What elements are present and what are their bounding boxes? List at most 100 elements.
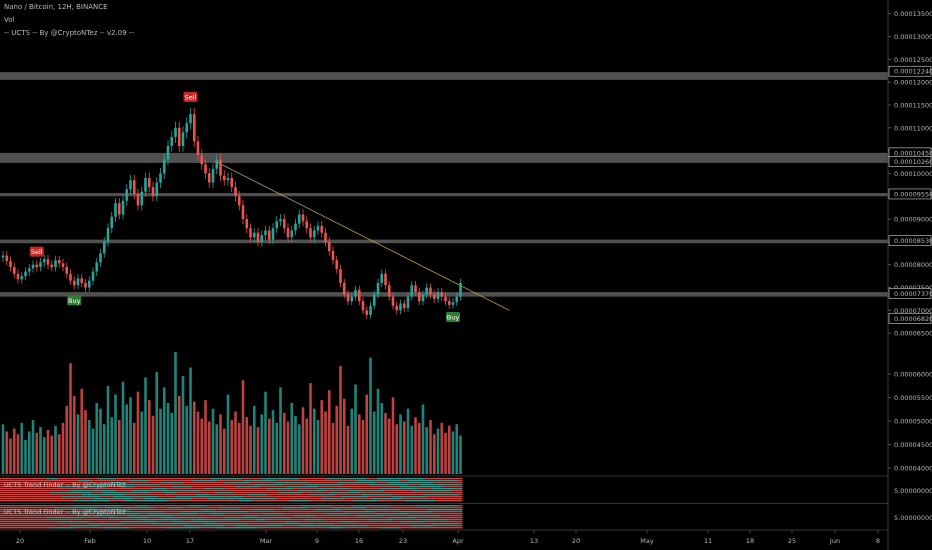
volume-bar xyxy=(252,405,256,474)
trend-stripe xyxy=(305,519,325,521)
trend-stripe xyxy=(183,525,224,527)
trend-stripe xyxy=(286,486,318,488)
candle-body xyxy=(117,203,121,215)
trend-stripe xyxy=(238,500,252,502)
candle-body xyxy=(121,200,125,215)
trend-stripe xyxy=(0,484,463,486)
y-tick-label: 0.00010000 xyxy=(894,170,932,178)
volume-bar xyxy=(159,408,162,474)
trend-stripe xyxy=(242,515,258,517)
trend-stripe xyxy=(0,488,463,490)
candle-body xyxy=(155,182,159,197)
trend-stripe xyxy=(337,482,376,484)
x-tick-label: 10 xyxy=(143,537,151,545)
trend-stripe xyxy=(368,484,409,486)
candle-body xyxy=(129,180,132,190)
trend-stripe xyxy=(203,488,226,490)
candle-body xyxy=(335,260,339,270)
volume-bar xyxy=(117,420,121,474)
candle-body xyxy=(264,230,267,236)
x-tick-label: 9 xyxy=(315,537,319,545)
candle-body xyxy=(114,203,117,217)
candle-body xyxy=(230,177,234,188)
trend-stripe xyxy=(0,500,463,502)
trend-stripe xyxy=(203,523,249,525)
volume-bar xyxy=(65,405,69,474)
candle-body xyxy=(46,259,50,265)
volume-bar xyxy=(204,400,207,474)
candle-body xyxy=(372,294,376,306)
y-tick-label: 0.00012500 xyxy=(894,56,932,64)
volume-bar xyxy=(177,395,181,474)
trend-stripe xyxy=(234,486,259,488)
candle-body xyxy=(399,303,402,311)
y-tick-label: 0.00013000 xyxy=(894,33,932,41)
candle-body xyxy=(5,255,9,262)
trend-stripe xyxy=(400,486,443,488)
trend-stripe xyxy=(301,505,332,507)
candle-body xyxy=(50,264,54,267)
trend-stripe xyxy=(183,490,201,492)
volume-bar xyxy=(181,376,185,474)
volume-bar xyxy=(455,424,459,474)
candle-body xyxy=(309,228,312,238)
trend-stripe xyxy=(219,507,241,509)
volume-bar xyxy=(35,432,39,474)
indicator-value: 5.00000000 xyxy=(894,514,932,522)
volume-label: Vol xyxy=(4,16,15,24)
trend-stripe xyxy=(325,513,350,515)
volume-bar xyxy=(192,401,196,474)
candle-body xyxy=(282,219,286,229)
candle-body xyxy=(12,266,16,274)
trend-stripe xyxy=(179,511,231,513)
volume-bar xyxy=(110,417,114,474)
trend-stripe xyxy=(109,517,149,519)
trend-stripe xyxy=(0,490,463,492)
candle-body xyxy=(440,292,444,297)
volume-bar xyxy=(279,387,282,474)
trend-stripe xyxy=(124,500,167,502)
candle-body xyxy=(327,241,331,252)
trend-stripe xyxy=(348,525,367,527)
candle-body xyxy=(159,173,162,183)
candle-body xyxy=(414,285,417,293)
trend-stripe xyxy=(85,509,131,511)
candle-body xyxy=(421,294,425,302)
trend-stripe xyxy=(250,509,274,511)
volume-bar xyxy=(151,415,155,474)
candle-body xyxy=(27,268,31,272)
candle-body xyxy=(402,303,406,309)
volume-bar xyxy=(114,394,117,474)
volume-bar xyxy=(436,428,440,474)
level-label: 0.00007370 xyxy=(894,290,932,298)
sell-signal-text: Sell xyxy=(185,93,197,101)
trend-stripe xyxy=(309,494,335,496)
trend-stripe xyxy=(191,519,240,521)
volume-bar xyxy=(9,438,12,474)
trend-stripe xyxy=(160,517,207,519)
trend-stripe xyxy=(50,527,75,529)
volume-bar xyxy=(339,366,342,474)
trend-stripe xyxy=(376,513,408,515)
indicator-label: UCTS Trend Finder -- By @CryptoNTez xyxy=(4,481,126,489)
volume-bar xyxy=(46,429,50,474)
volume-bar xyxy=(369,357,372,474)
trend-stripe xyxy=(81,494,125,496)
volume-bar xyxy=(421,404,425,474)
trend-stripe xyxy=(89,523,124,525)
candle-body xyxy=(226,177,230,181)
volume-bar xyxy=(20,422,24,474)
volume-bar xyxy=(395,424,399,474)
trend-stripe xyxy=(223,517,274,519)
x-tick-label: 13 xyxy=(530,537,538,545)
volume-bar xyxy=(301,407,305,474)
candle-body xyxy=(245,219,249,229)
trend-stripe xyxy=(388,482,434,484)
trend-stripe xyxy=(77,480,92,482)
volume-bar xyxy=(185,405,189,474)
trend-stripe xyxy=(278,492,302,494)
trend-stripe xyxy=(120,486,134,488)
trend-stripe xyxy=(372,498,402,500)
trend-stripe xyxy=(109,482,126,484)
